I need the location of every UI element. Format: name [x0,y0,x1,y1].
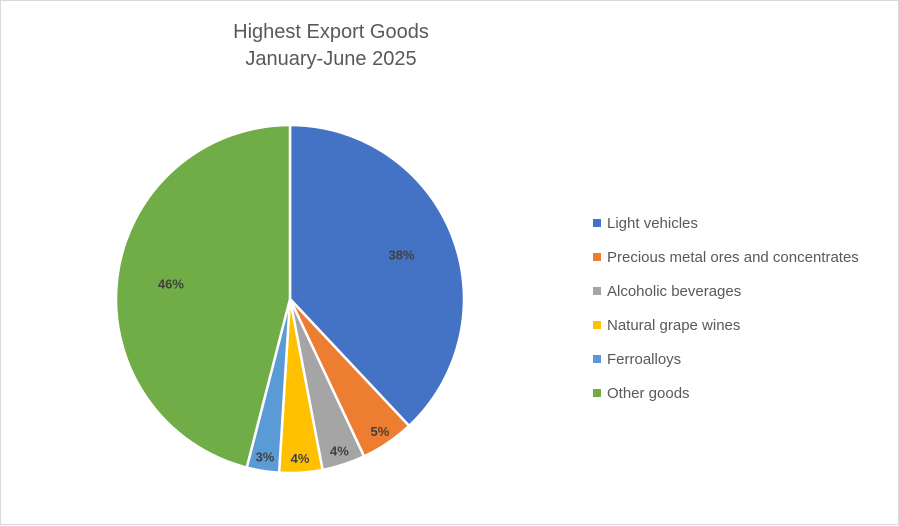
data-label-natural-grape-wines: 4% [291,451,310,466]
legend-item-precious-metal-ores: Precious metal ores and concentrates [593,240,893,274]
data-label-alcoholic-beverages: 4% [330,444,349,459]
legend-label: Alcoholic beverages [607,282,742,300]
legend: Light vehicles Precious metal ores and c… [593,206,893,410]
chart-subtitle-line: January-June 2025 [245,48,417,70]
legend-item-other-goods: Other goods [593,376,893,410]
data-label-light-vehicles: 38% [389,247,415,262]
legend-label: Natural grape wines [607,316,741,334]
data-label-other-goods: 46% [158,276,184,291]
legend-swatch [593,355,601,363]
legend-label: Ferroalloys [607,350,682,368]
legend-item-ferroalloys: Ferroalloys [593,342,893,376]
legend-item-light-vehicles: Light vehicles [593,206,893,240]
legend-item-natural-grape-wines: Natural grape wines [593,308,893,342]
chart-title-line: Highest Export Goods [233,21,429,43]
legend-label: Light vehicles [607,214,698,232]
pie-chart: 38% 5% 4% 4% 3% 46% [114,123,466,475]
legend-item-alcoholic-beverages: Alcoholic beverages [593,274,893,308]
legend-label: Precious metal ores and concentrates [607,248,859,266]
pie-slice-light-vehicles [288,123,466,428]
pie-slice-other-goods [114,123,292,469]
legend-swatch [593,287,601,295]
data-label-precious-metal-ores-and-concentrates: 5% [371,424,390,439]
chart-title: Highest Export Goods January-June 2025 [1,19,661,73]
legend-swatch [593,389,601,397]
legend-swatch [593,219,601,227]
legend-swatch [593,253,601,261]
legend-label: Other goods [607,384,690,402]
data-label-ferroalloys: 3% [256,450,275,465]
legend-swatch [593,321,601,329]
